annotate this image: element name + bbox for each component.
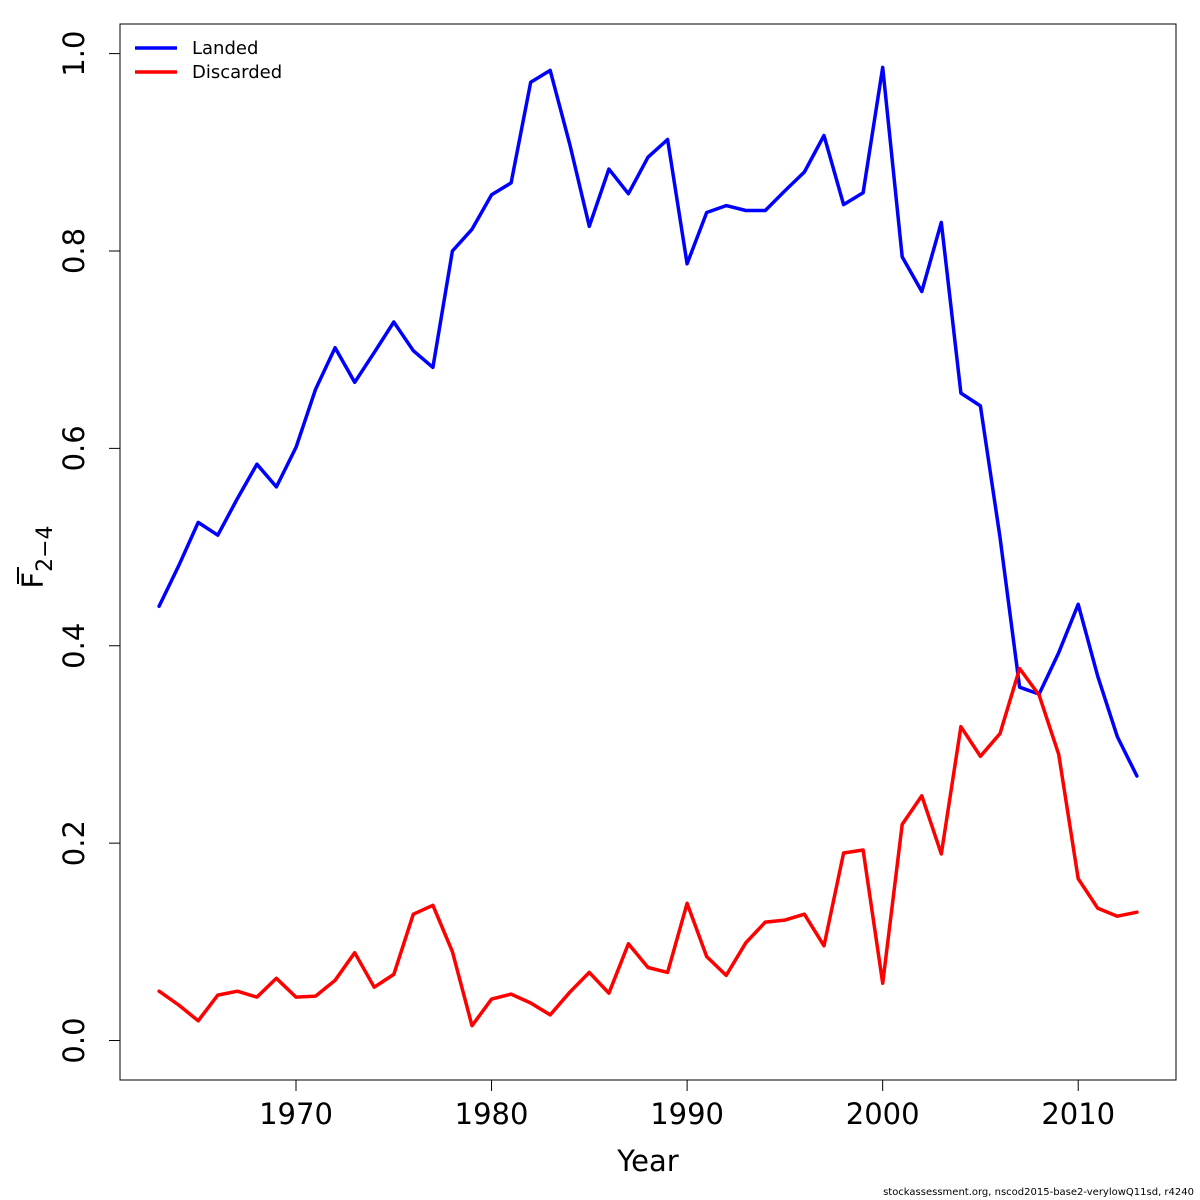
svg-text:F2−4: F2−4 [16,525,58,588]
x-tick-label: 2000 [846,1097,920,1131]
plot-frame [119,23,1177,1081]
y-tick-label: 1.0 [57,31,91,77]
x-axis-title: Year [616,1144,678,1178]
x-tick-label: 1990 [650,1097,724,1131]
y-axis-title: F2−4 [16,525,58,588]
y-axis-title-main: F [16,572,50,589]
y-axis: 0.0 0.2 0.4 0.6 0.8 1.0 [57,31,120,1064]
y-tick-label: 0.4 [57,623,91,669]
series-layer [157,65,1139,1028]
x-axis: 1970 1980 1990 2000 2010 [259,1080,1115,1131]
legend-label-landed: Landed [192,38,258,59]
y-axis-title-subscript: 2−4 [33,525,58,571]
legend-label-discarded: Discarded [192,62,282,83]
x-tick-label: 2010 [1041,1097,1115,1131]
x-tick-label: 1980 [455,1097,529,1131]
footer-credit: stockassessment.org, nscod2015-base2-ver… [883,1187,1194,1198]
y-tick-label: 0.0 [57,1017,91,1063]
x-tick-label: 1970 [259,1097,333,1131]
series-line-discarded [157,666,1139,1028]
y-tick-label: 0.2 [57,820,91,866]
y-tick-label: 0.6 [57,425,91,471]
series-line-landed [157,65,1139,778]
legend: Landed Discarded [135,38,282,83]
y-tick-label: 0.8 [57,228,91,274]
